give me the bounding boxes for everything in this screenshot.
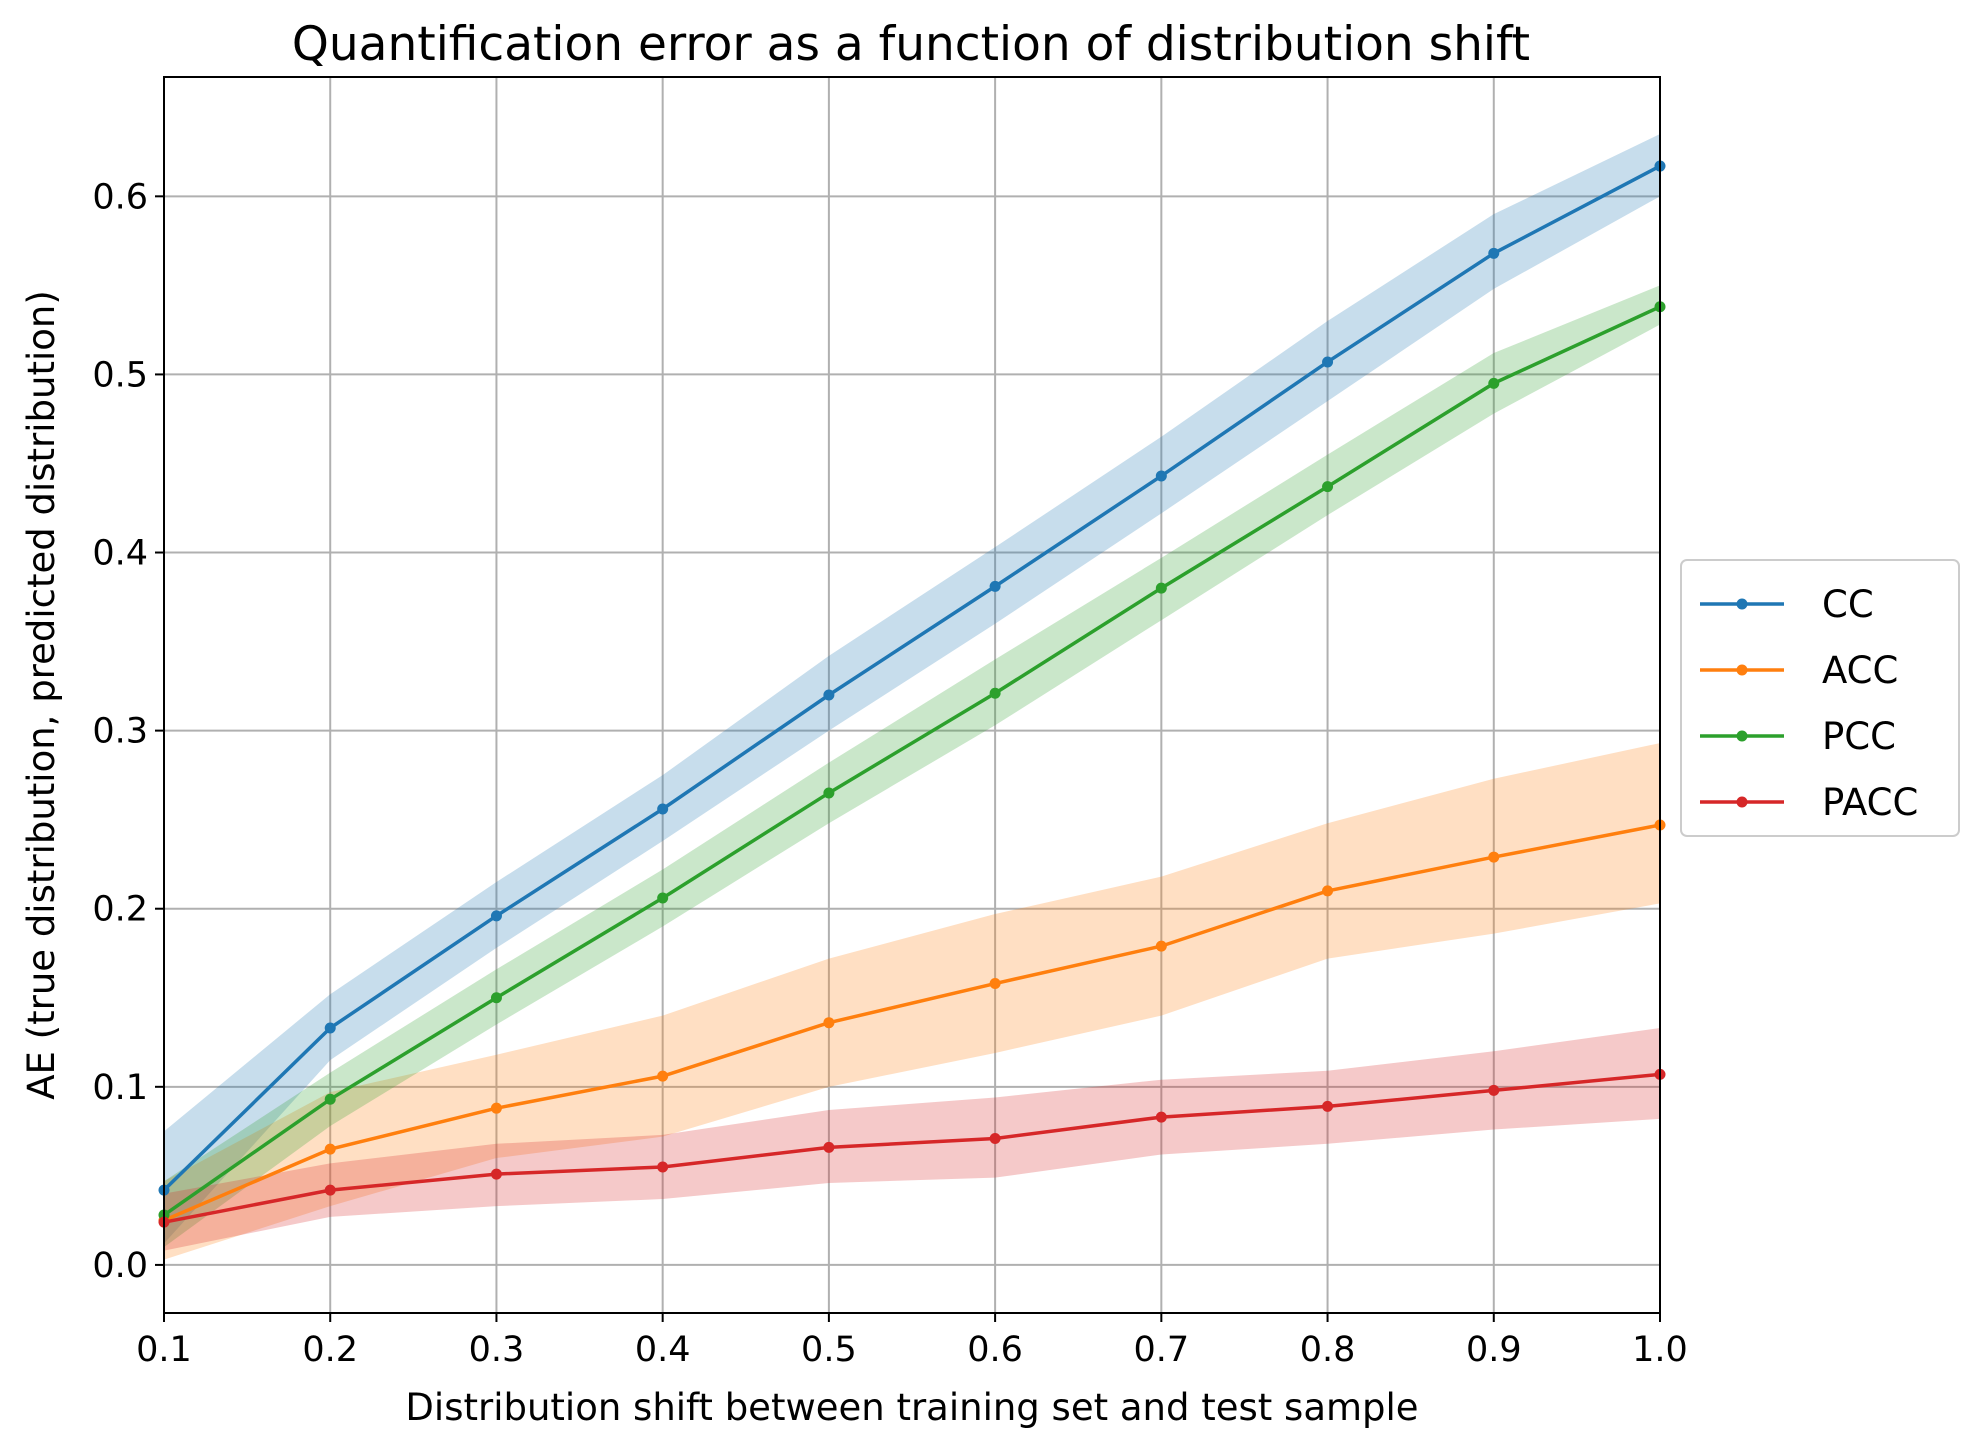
line-pacc — [163, 1072, 1661, 1224]
x-tick-label: 0.7 — [1133, 1330, 1189, 1370]
point-cc — [490, 910, 502, 922]
legend-marker-pcc — [1736, 730, 1748, 742]
point-cc — [1155, 470, 1167, 482]
point-pcc — [1488, 377, 1500, 389]
x-tick-label: 0.4 — [635, 1330, 691, 1370]
point-pcc — [657, 892, 669, 904]
x-tick-label: 1.0 — [1632, 1330, 1688, 1370]
legend-marker-cc — [1736, 598, 1748, 610]
y-tick-label: 0.2 — [92, 890, 148, 930]
point-pacc — [1322, 1100, 1334, 1112]
plot-frame — [163, 76, 1661, 1314]
band-pacc — [164, 1028, 1660, 1251]
line-acc — [163, 823, 1661, 1222]
point-pacc — [989, 1132, 1001, 1144]
x-tick-label: 0.1 — [136, 1330, 192, 1370]
point-pacc — [823, 1141, 835, 1153]
band-pcc — [164, 285, 1660, 1248]
legend-label: PCC — [1822, 715, 1896, 758]
y-tick-label: 0.0 — [92, 1246, 148, 1286]
x-tick-label: 0.6 — [967, 1330, 1023, 1370]
point-pacc — [1488, 1084, 1500, 1096]
y-tick-label: 0.5 — [92, 355, 148, 395]
line-pcc — [162, 305, 1661, 1217]
x-tick-label: 0.8 — [1300, 1330, 1356, 1370]
point-acc — [490, 1102, 502, 1114]
legend: CC ACC PCC PACC — [1680, 559, 1960, 837]
point-acc — [989, 978, 1001, 990]
point-cc — [657, 803, 669, 815]
point-pcc — [1155, 582, 1167, 594]
ticks: 0.1 0.2 0.3 0.4 0.5 0.6 0.7 0.8 0.9 1.0 0.0 0.1 0.2 0… — [92, 177, 1688, 1370]
chart-title: Quantification error as a function of di… — [292, 17, 1530, 72]
point-acc — [324, 1143, 336, 1155]
x-tick-label: 0.9 — [1466, 1330, 1522, 1370]
point-pacc — [657, 1161, 669, 1173]
point-pcc — [989, 687, 1001, 699]
point-pcc — [324, 1093, 336, 1105]
point-acc — [1322, 885, 1334, 897]
x-tick-label: 0.5 — [801, 1330, 857, 1370]
point-acc — [1488, 851, 1500, 863]
confidence-bands — [164, 133, 1660, 1260]
x-axis-label: Distribution shift between training set … — [405, 1386, 1418, 1429]
point-pacc — [1155, 1111, 1167, 1123]
point-pacc — [490, 1168, 502, 1180]
point-pcc — [823, 787, 835, 799]
y-tick-label: 0.1 — [92, 1068, 148, 1108]
y-tick-label: 0.4 — [92, 534, 148, 574]
legend-label: CC — [1822, 583, 1874, 626]
point-cc — [1322, 356, 1334, 368]
line-cc — [162, 164, 1661, 1192]
y-axis-label: AE (true distribution, predicted distrib… — [20, 290, 63, 1100]
x-tick-label: 0.3 — [469, 1330, 525, 1370]
legend-label: ACC — [1822, 649, 1898, 692]
point-acc — [1155, 940, 1167, 952]
point-cc — [823, 689, 835, 701]
y-tick-label: 0.6 — [92, 177, 148, 217]
point-pcc — [1322, 481, 1334, 493]
point-cc — [324, 1022, 336, 1034]
y-tick-label: 0.3 — [92, 712, 148, 752]
legend-marker-pacc — [1736, 796, 1748, 808]
point-acc — [823, 1017, 835, 1029]
band-cc — [164, 133, 1660, 1244]
point-acc — [657, 1070, 669, 1082]
point-pcc — [490, 992, 502, 1004]
series-lines — [158, 160, 1666, 1228]
point-pacc — [324, 1184, 336, 1196]
legend-label: PACC — [1822, 781, 1918, 824]
x-tick-label: 0.2 — [302, 1330, 358, 1370]
point-cc — [1488, 247, 1500, 259]
legend-frame — [1680, 559, 1960, 837]
point-cc — [989, 580, 1001, 592]
legend-marker-acc — [1736, 664, 1748, 676]
